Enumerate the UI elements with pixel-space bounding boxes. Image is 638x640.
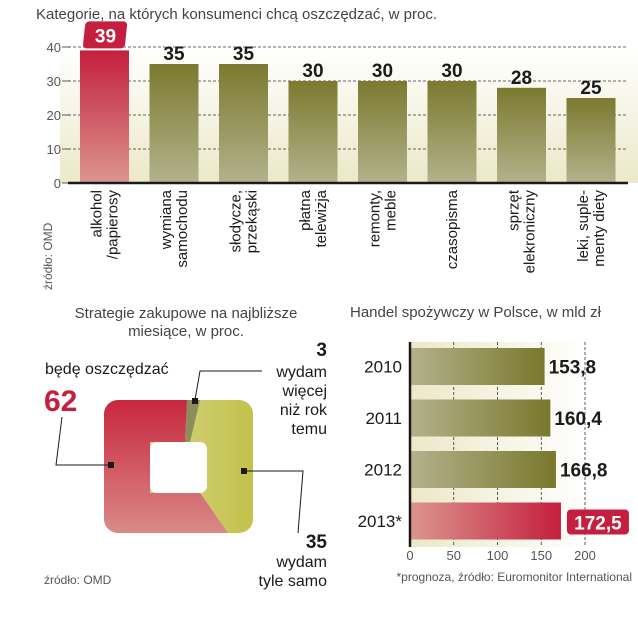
chart3-footnote: *prognoza, źródło: Euromonitor Internati… [397,570,632,584]
chart1-y-tick-label: 30 [47,74,61,89]
chart3-title: Handel spożywczy w Polsce, w mld zł [350,304,602,321]
chart3-x-tick-label: 50 [447,548,461,563]
chart3-data-label: 160,4 [554,409,602,430]
shopping-strategy-chart: Strategie zakupowe na najbliższe miesiąc… [44,305,328,590]
chart1-data-label: 28 [511,68,532,89]
savings-categories-chart: Kategorie, na których konsumenci chcą os… [36,6,638,290]
chart1-bar [288,81,338,183]
chart1-data-label: 35 [163,44,185,65]
chart1-category-label: leki, suple- [575,190,592,262]
chart1-bar [219,64,268,183]
chart1-category-label: menty diety [591,190,608,267]
chart1-category-label: elekroniczny [522,190,539,274]
chart3-highlight-badge [566,509,629,535]
chart1-data-label: 30 [372,61,393,82]
saving-leader-line [55,416,110,466]
chart2-title-line1: Strategie zakupowe na najbliższe [75,305,298,322]
saving-value: 62 [44,385,77,418]
chart3-category-label: 2012 [364,461,402,480]
chart1-bar [566,98,616,183]
chart2-title-line2: miesiące, w proc. [128,323,244,340]
chart3-x-tick-label: 150 [530,548,552,563]
chart1-category-label: meble [383,190,400,231]
chart1-category-label: remonty, [367,190,384,247]
chart1-category-label: wymiana [158,189,175,250]
chart3-bar [410,502,561,540]
chart1-title: Kategorie, na których konsumenci chcą os… [36,6,437,23]
chart3-category-label: 2010 [364,358,402,377]
same-spending-label-2: tyle samo [259,573,328,590]
saving-label: będę oszczędzać [45,361,169,378]
chart1-category-label: sprzęt [506,189,523,231]
chart1-bar [358,81,407,183]
slice-spend-more [185,400,200,442]
chart2-source: źródło: OMD [44,573,112,587]
same-spending-marker [241,468,247,474]
chart3-bar [410,399,551,437]
chart1-category-label: telewizja [313,189,330,247]
chart3-category-label: 2011 [365,409,402,428]
chart3-x-tick-label: 200 [574,548,596,563]
chart1-bar [427,81,477,183]
chart1-category-label: samochodu [174,190,191,268]
slice-saving [104,400,228,533]
spend-more-label-2: więcej [282,383,327,400]
chart1-category-label: /papierosy [105,190,122,260]
chart1-bar [149,64,199,183]
spend-more-label-3: niż rok [280,402,328,419]
chart1-bar [80,50,129,184]
chart1-data-label: 30 [441,61,462,82]
chart1-category-label: przekąski [244,190,261,253]
chart1-data-label: 30 [302,61,323,82]
chart1-bar [497,87,546,183]
spend-more-leader-line [194,370,262,401]
chart1-category-label: płatna [297,189,314,231]
chart1-data-label: 39 [95,26,116,47]
chart3-data-label: 153,8 [549,358,597,379]
chart1-y-tick-label: 0 [54,176,61,191]
chart1-y-tick-label: 10 [47,142,61,157]
chart3-x-tick-label: 100 [487,548,509,563]
spend-more-label-4: temu [291,421,327,438]
chart1-data-label: 35 [233,44,255,65]
chart3-data-label: 172,5 [574,514,622,535]
food-retail-chart: Handel spożywczy w Polsce, w mld zł 0 50 1… [350,304,632,584]
chart3-bar [410,451,556,488]
chart3-bar [410,348,545,385]
chart1-highlight-badge [83,21,128,49]
chart1-y-tick-label: 20 [47,108,61,123]
same-spending-label-1: wydam [275,554,327,571]
chart3-category-label: 2013* [358,512,403,531]
saving-marker [108,462,114,468]
spend-more-value: 3 [316,340,327,361]
chart3-x-tick-label: 0 [406,548,413,563]
chart1-category-label: słodycze, [228,190,245,253]
spend-more-label-1: wydam [275,364,327,381]
same-spending-leader-line [245,470,304,534]
spend-more-marker [192,398,198,404]
chart1-y-tick-label: 40 [47,40,61,55]
same-spending-value: 35 [306,532,328,553]
chart3-data-label: 166,8 [560,461,608,482]
chart1-data-label: 25 [580,78,602,99]
pie-center-hole [150,442,207,493]
chart1-category-label: czasopisma [444,189,461,269]
chart1-category-label: alkohol [89,190,106,238]
chart1-source: źródło: OMD [41,222,55,290]
